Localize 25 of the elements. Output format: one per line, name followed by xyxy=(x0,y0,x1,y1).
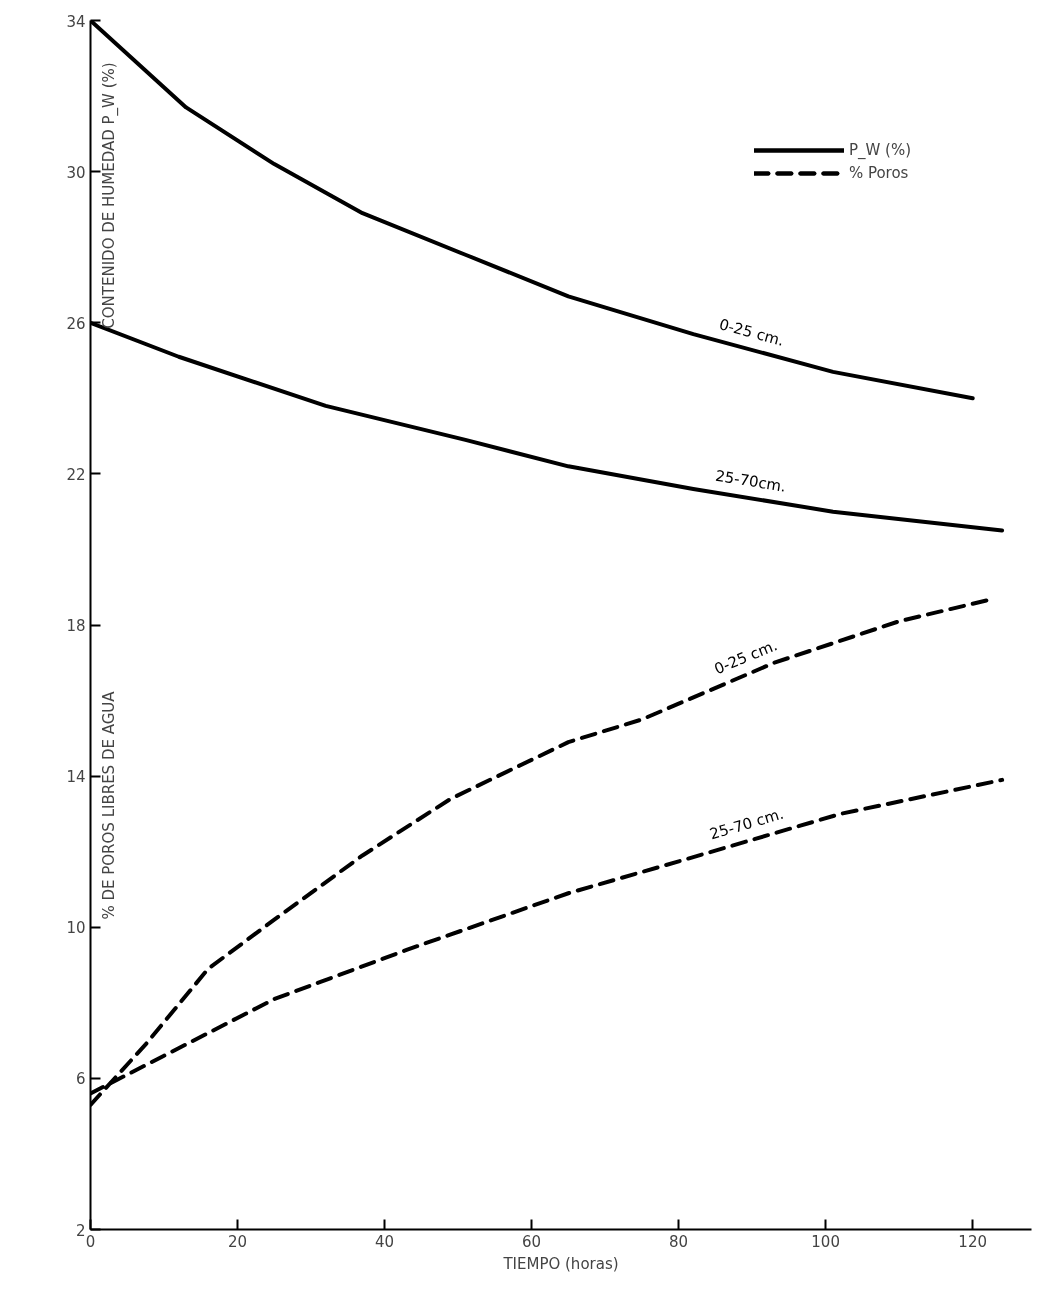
annotation: % Poros xyxy=(848,164,909,182)
text: 0-25 cm. xyxy=(717,315,786,350)
annotation: P_W (%) xyxy=(848,141,911,159)
annotation: % DE POROS LIBRES DE AGUA xyxy=(99,690,118,920)
y-tick-label: 22 xyxy=(66,465,86,484)
x-tick-label: 80 xyxy=(669,1232,689,1251)
x-tick-label: 100 xyxy=(811,1232,840,1251)
text: 0-25 cm. xyxy=(711,636,780,679)
y-tick-label: 6 xyxy=(75,1070,86,1089)
text: 25-70cm. xyxy=(714,466,788,496)
y-tick-label: 30 xyxy=(66,163,86,182)
y-tick-label: 26 xyxy=(66,314,86,333)
y-tick-label: 10 xyxy=(66,919,86,938)
text: 25-70 cm. xyxy=(707,804,786,844)
x-tick-label: 60 xyxy=(522,1232,542,1251)
y-tick-label: 2 xyxy=(75,1221,86,1240)
y-tick-label: 18 xyxy=(66,617,86,635)
x-tick-label: 120 xyxy=(958,1232,988,1251)
x-tick-label: 40 xyxy=(375,1232,395,1251)
x-axis-title: TIEMPO (horas) xyxy=(502,1254,619,1273)
x-tick-label: 0 xyxy=(85,1232,96,1251)
x-tick-label: 20 xyxy=(227,1232,248,1251)
y-tick-label: 14 xyxy=(66,768,86,787)
y-tick-label: 34 xyxy=(66,12,86,31)
y-axis-title: CONTENIDO DE HUMEDAD P_W (%) xyxy=(99,62,119,329)
